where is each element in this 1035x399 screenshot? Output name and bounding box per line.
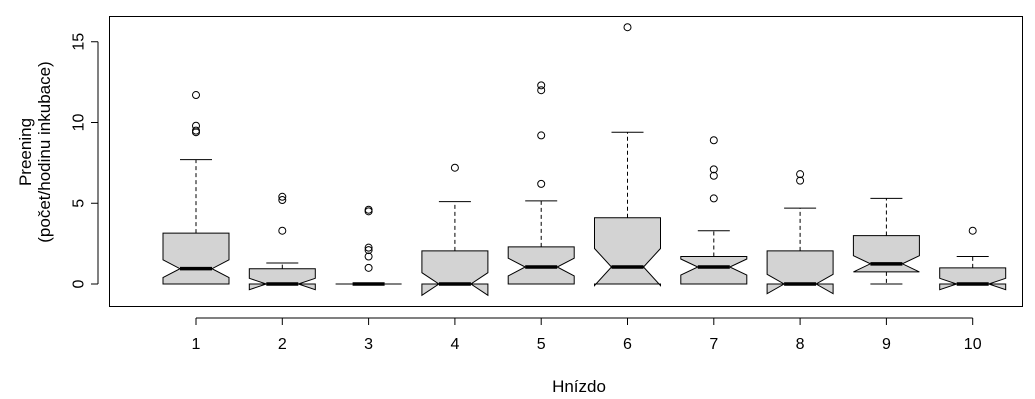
x-tick-label: 5 — [537, 336, 546, 353]
box-group-9 — [852, 197, 920, 285]
box-group-2 — [248, 192, 316, 291]
box-group-5 — [507, 81, 575, 285]
x-tick-label: 4 — [450, 336, 459, 353]
x-tick-label: 10 — [964, 336, 982, 353]
box-group-10 — [939, 226, 1007, 291]
outlier-point — [537, 81, 546, 90]
x-tick-label: 1 — [192, 336, 201, 353]
outlier-point — [709, 165, 718, 174]
plot-frame — [109, 16, 1023, 307]
x-tick-label: 2 — [278, 336, 287, 353]
box-body — [421, 250, 489, 297]
outlier-point — [450, 163, 459, 172]
x-tick-label: 3 — [364, 336, 373, 353]
outlier-point — [364, 205, 373, 214]
outlier-point — [364, 252, 373, 261]
box-body — [852, 235, 920, 273]
outlier-point — [968, 226, 977, 235]
outlier-point — [796, 170, 805, 179]
box-body — [594, 217, 661, 287]
box-body — [680, 256, 748, 285]
y-tick-label: 15 — [71, 33, 88, 51]
outlier-point — [278, 226, 287, 235]
y-axis-title-line-2: (počet/hodinu inkubace) — [35, 61, 54, 242]
y-axis-title: Preening (počet/hodinu inkubace) — [16, 61, 54, 242]
y-tick-label: 10 — [71, 114, 88, 132]
y-axis: 0 5 10 15 — [71, 33, 99, 288]
x-tick-label: 6 — [623, 336, 632, 353]
outlier-point — [537, 179, 546, 188]
y-tick-label: 5 — [71, 199, 88, 208]
outlier-point — [709, 194, 718, 203]
box-body — [162, 232, 230, 285]
x-axis: 1 2 3 4 5 6 7 8 9 10 — [192, 317, 982, 353]
outlier-point — [364, 207, 373, 216]
box-group-8 — [766, 170, 834, 295]
outlier-point — [192, 126, 200, 135]
box-group-7 — [680, 136, 748, 285]
box-body — [939, 267, 1007, 291]
outlier-point — [709, 136, 718, 145]
outlier-point — [796, 176, 805, 185]
box-group-6 — [594, 23, 661, 287]
outlier-point — [278, 192, 287, 201]
y-tick-label: 0 — [71, 279, 88, 288]
x-tick-label: 9 — [882, 336, 891, 353]
outlier-point — [192, 91, 200, 100]
outlier-point — [537, 131, 546, 140]
box-group-1 — [162, 91, 230, 285]
outlier-point — [537, 86, 546, 95]
outlier-point — [192, 128, 200, 137]
outlier-point — [192, 121, 200, 130]
boxes-layer — [162, 23, 1007, 297]
box-body — [766, 250, 834, 295]
box-group-4 — [421, 163, 489, 297]
outlier-point — [709, 171, 718, 180]
outlier-point — [364, 246, 373, 255]
outlier-point — [623, 23, 632, 32]
y-axis-title-line-1: Preening — [16, 118, 35, 186]
x-tick-label: 7 — [709, 336, 718, 353]
outlier-point — [278, 196, 287, 205]
box-group-3 — [335, 205, 402, 286]
box-body — [248, 268, 316, 291]
outlier-point — [364, 243, 373, 252]
outlier-point — [364, 263, 373, 272]
x-axis-title: Hnízdo — [552, 377, 606, 396]
x-tick-label: 8 — [796, 336, 805, 353]
